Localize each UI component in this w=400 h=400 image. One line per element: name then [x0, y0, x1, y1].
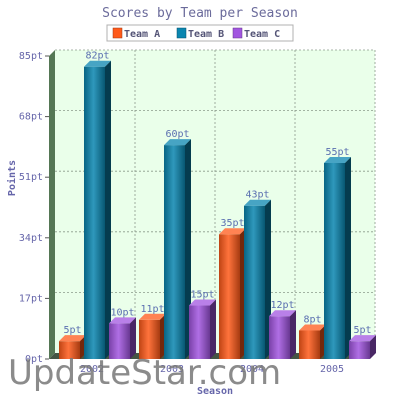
- legend-box: [106, 24, 294, 42]
- bar-top-team-a-2002: [59, 335, 86, 342]
- bar-team-c-2005[interactable]: [349, 341, 370, 359]
- data-label-team-b-2005: 55pt: [325, 147, 349, 158]
- xtick-label-2005: 2005: [320, 364, 344, 375]
- bar-side-team-c-2002: [130, 317, 136, 359]
- ytick-label-5: 85pt: [19, 51, 43, 62]
- legend: Team A Team B Team C: [106, 24, 294, 42]
- bar-top-team-b-2003: [164, 139, 191, 146]
- legend-label-3: Team C: [244, 29, 280, 40]
- data-label-team-c-2003: 15pt: [190, 290, 214, 301]
- bar-side-team-b-2002: [105, 60, 111, 359]
- bar-top-team-a-2005: [299, 324, 326, 331]
- bar-side-team-b-2005: [345, 156, 351, 359]
- bar-team-b-2004[interactable]: [244, 205, 265, 359]
- bar-team-c-2004[interactable]: [269, 316, 290, 359]
- bar-team-b-2003[interactable]: [164, 145, 185, 359]
- xtick-label-2002: 2002: [80, 364, 104, 375]
- bar-top-team-b-2005: [324, 156, 351, 163]
- bar-team-a-2002[interactable]: [59, 341, 80, 359]
- bar-top-team-c-2004: [269, 310, 296, 317]
- data-label-team-c-2005: 5pt: [353, 325, 371, 336]
- ytick-label-1: 17pt: [19, 293, 43, 304]
- data-label-team-c-2002: 10pt: [110, 307, 134, 318]
- legend-label-2: Team B: [188, 29, 224, 40]
- data-label-team-a-2004: 35pt: [220, 218, 244, 229]
- plot-side-wall: [49, 50, 55, 359]
- legend-label-1: Team A: [124, 29, 160, 40]
- legend-swatch-3: [232, 27, 243, 39]
- bar-side-team-c-2003: [210, 299, 216, 359]
- ytick-label-3: 51pt: [19, 172, 43, 183]
- xtick-label-2003: 2003: [160, 364, 184, 375]
- bar-top-team-c-2005: [349, 335, 376, 342]
- bar-top-team-c-2002: [109, 317, 136, 324]
- bar-side-team-b-2003: [185, 139, 191, 359]
- bar-team-a-2005[interactable]: [299, 330, 320, 359]
- watermark: UpdateStar.com: [8, 353, 281, 393]
- x-axis-title: Season: [197, 386, 233, 397]
- data-label-team-b-2002: 82pt: [85, 51, 109, 62]
- legend-swatch-2: [176, 27, 187, 39]
- bar-team-c-2003[interactable]: [189, 305, 210, 359]
- data-label-team-c-2004: 12pt: [270, 300, 294, 311]
- bar-team-c-2002[interactable]: [109, 323, 130, 359]
- data-label-team-b-2003: 60pt: [165, 129, 189, 140]
- bars: 5pt 82pt 10pt 11pt 60pt 15pt 35pt 43pt 12pt 8pt 55…: [59, 51, 376, 359]
- bar-top-team-b-2004: [244, 199, 271, 206]
- data-label-team-b-2004: 43pt: [245, 190, 269, 201]
- bar-side-team-c-2005: [370, 335, 376, 359]
- ytick-label-2: 34pt: [19, 233, 43, 244]
- bar-team-b-2005[interactable]: [324, 162, 345, 359]
- y-axis-title: Points: [6, 160, 18, 196]
- data-label-team-a-2002: 5pt: [63, 325, 81, 336]
- legend-swatch-1: [112, 27, 123, 39]
- data-label-team-a-2005: 8pt: [303, 314, 321, 325]
- bar-top-team-a-2003: [139, 313, 166, 320]
- bar-side-team-c-2004: [290, 310, 296, 359]
- bar-team-a-2004[interactable]: [219, 234, 240, 359]
- ytick-label-4: 68pt: [19, 112, 43, 123]
- bar-top-team-a-2004: [219, 228, 246, 235]
- bar-top-team-b-2002: [84, 60, 111, 67]
- data-label-team-a-2003: 11pt: [140, 304, 164, 315]
- ytick-label-0: 0pt: [25, 354, 43, 365]
- bar-team-b-2002[interactable]: [84, 66, 105, 359]
- bar-team-a-2003[interactable]: [139, 319, 160, 359]
- bar-top-team-c-2003: [189, 299, 216, 306]
- xtick-label-2004: 2004: [240, 364, 264, 375]
- chart-title: Scores by Team per Season: [102, 6, 298, 21]
